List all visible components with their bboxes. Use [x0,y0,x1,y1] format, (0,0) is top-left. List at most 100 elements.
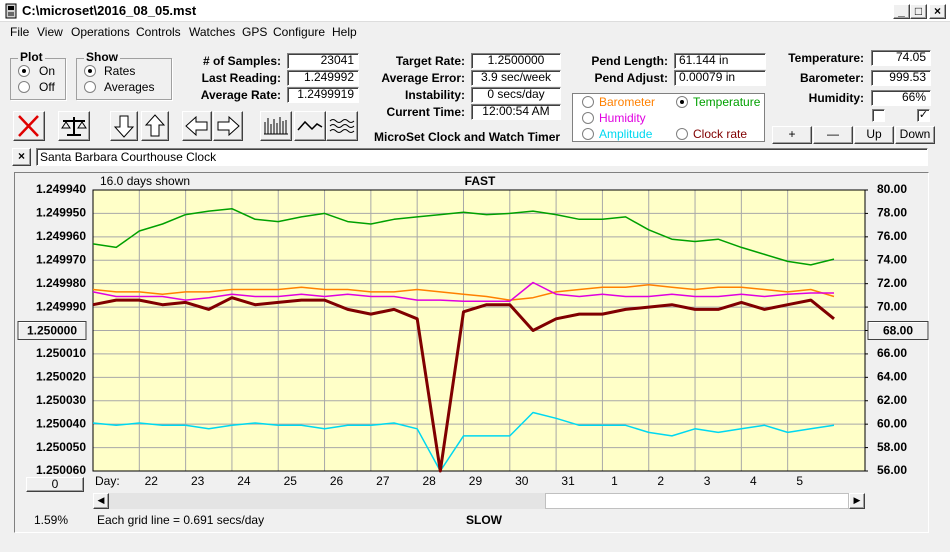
menu-item[interactable]: GPS [242,25,268,39]
y-tick-label: 1.249950 [36,206,86,220]
y2-tick-label: 76.00 [877,229,907,243]
x-tick-label: 29 [469,474,483,488]
bars-view-button[interactable] [260,111,292,141]
legend-radio[interactable] [582,128,594,140]
field-value: 61.144 in [674,53,766,69]
legend-radio[interactable] [582,112,594,124]
y2-tick-label: 78.00 [877,206,907,220]
legend-box [572,93,765,142]
radio-label: On [39,64,56,78]
x-tick-label: 30 [515,474,529,488]
x-tick-label: 1 [611,474,618,488]
x-tick-label: 4 [750,474,757,488]
field-value: 999.53 [871,70,931,86]
scroll-left[interactable]: ◀ [93,493,109,509]
legend-radio[interactable] [676,128,688,140]
status-percent: 1.59% [34,513,68,527]
y-tick-label: 1.249990 [36,299,86,313]
bottom-label: SLOW [466,513,503,527]
x-axis-label: Day: [95,474,120,488]
radio-button[interactable] [18,81,30,93]
y2-tick-label: 64.00 [877,370,907,384]
app-name: MicroSet Clock and Watch Timer [374,130,561,144]
y2-tick-label: 60.00 [877,416,907,430]
days-shown: 16.0 days shown [100,174,190,188]
up-arrow-button[interactable] [141,111,169,141]
menu-item[interactable]: Configure [273,25,326,39]
checkbox[interactable] [872,109,885,122]
field-value: 0.00079 in [674,70,766,86]
menu-item[interactable]: File [10,25,30,39]
field-value: 12:00:54 AM [471,104,561,120]
y2-tick-label: 62.00 [877,393,907,407]
maximize-button[interactable]: □ [910,4,927,19]
y-tick-label: 1.250060 [36,463,86,477]
group-label: Plot [18,50,45,64]
x-tick-label: 2 [657,474,664,488]
series-line [92,207,835,266]
axis-button [867,321,929,340]
checkbox[interactable]: ✓ [917,109,930,122]
menu-item[interactable]: Controls [136,25,181,39]
legend-radio[interactable] [676,96,688,108]
scroll-right[interactable]: ▶ [849,493,865,509]
radio-label: Rates [104,64,136,78]
control-button[interactable]: Down [895,126,935,144]
close-button[interactable]: × [929,4,946,19]
minimize-button[interactable]: _ [893,4,910,19]
right-arrow-button[interactable] [213,111,243,141]
field-label: Average Error: [381,71,465,85]
x-tick-label: 28 [422,474,436,488]
field-label: Temperature: [788,51,864,65]
radio-button[interactable] [18,65,30,77]
legend-label: Barometer [599,95,656,109]
field-value: 23041 [287,53,359,69]
field-value: 3.9 sec/week [471,70,561,86]
y2-tick-label: 58.00 [877,440,907,454]
field-label: Instability: [404,88,465,102]
x-tick-label: 31 [561,474,575,488]
down-arrow-button[interactable] [110,111,138,141]
x-tick-label: 22 [145,474,159,488]
field-value: 1.2499919 [287,87,359,103]
menu-item[interactable]: Help [332,25,357,39]
clock-name-field[interactable]: Santa Barbara Courthouse Clock [36,148,928,166]
radio-button[interactable] [84,81,96,93]
line-view-button[interactable] [294,111,326,141]
stop-button[interactable] [13,111,45,141]
y2-tick-label: 66.00 [877,346,907,360]
series-line [92,411,835,472]
y2-tick-label: 72.00 [877,276,907,290]
legend-label: Clock rate [693,127,748,141]
control-button[interactable]: — [813,126,853,144]
axis-button [17,321,87,340]
y2-tick-label: 80.00 [877,182,907,196]
left-arrow-button[interactable] [182,111,212,141]
chart-frame [14,172,929,533]
legend-radio[interactable] [582,96,594,108]
y-tick-label: 1.250040 [36,416,86,430]
x-tick-label: 25 [284,474,298,488]
group-box [10,58,66,100]
scroll-thumb[interactable] [545,493,849,509]
balance-button[interactable] [58,111,90,141]
counter-button[interactable]: 0 [26,477,84,492]
axis-button-bevel [868,322,927,339]
field-label: Last Reading: [201,71,281,85]
menu-item[interactable]: Operations [71,25,130,39]
menu-item[interactable]: View [37,25,63,39]
radio-button[interactable] [84,65,96,77]
field-label: Average Rate: [200,88,281,102]
multi-line-view-button[interactable] [326,111,358,141]
x-tick-label: 23 [191,474,205,488]
x-tick-label: 24 [237,474,251,488]
menu-item[interactable]: Watches [189,25,236,39]
legend-label: Temperature [693,95,761,109]
grid-note: Each grid line = 0.691 secs/day [97,513,264,527]
window-title: C:\microset\2016_08_05.mst [22,3,197,18]
field-value: 1.249992 [287,70,359,86]
clear-name-button[interactable]: × [12,148,31,166]
control-button[interactable]: Up [854,126,894,144]
field-label: Current Time: [386,105,465,119]
control-button[interactable]: + [772,126,812,144]
